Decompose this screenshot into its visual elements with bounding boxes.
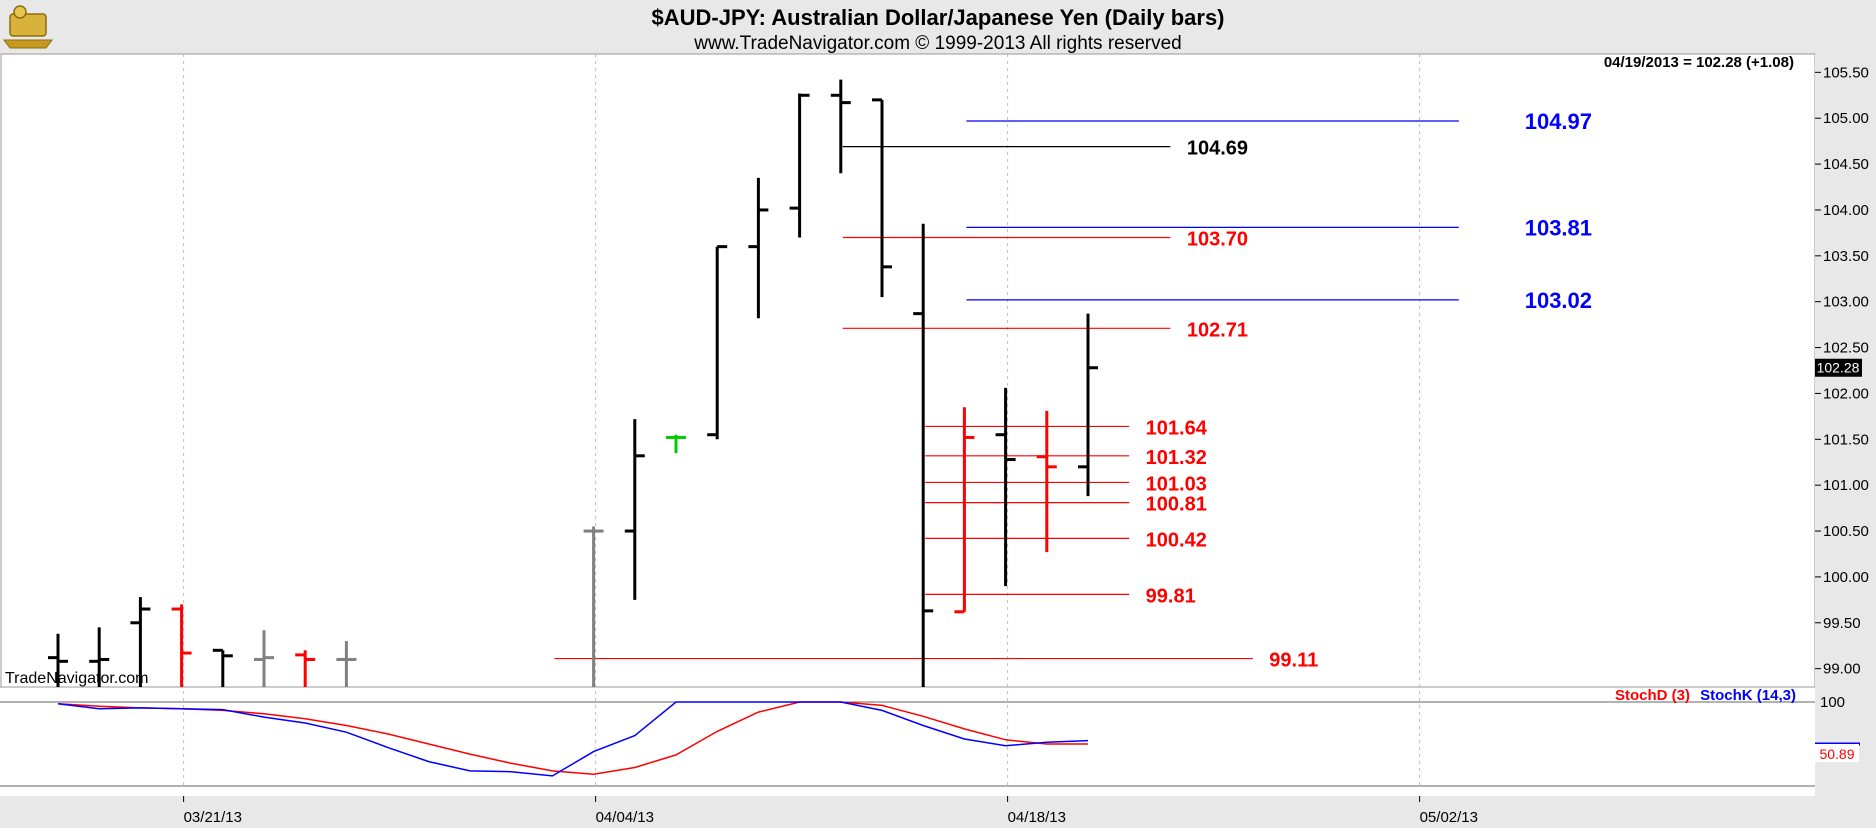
ohlc-bar <box>48 633 68 687</box>
ohlc-bar <box>789 93 810 238</box>
price-tick-label: 104.00 <box>1823 202 1869 219</box>
date-tick-label: 04/18/13 <box>1008 809 1066 826</box>
price-tick-label: 105.00 <box>1823 110 1869 127</box>
level-label: 102.71 <box>1187 319 1248 341</box>
ohlc-bar <box>954 407 975 614</box>
last-price-marker <box>1815 358 1862 377</box>
level-label: 100.81 <box>1146 494 1207 516</box>
price-tick-label: 101.00 <box>1823 477 1869 494</box>
last-quote-text: 04/19/2013 = 102.28 (+1.08) <box>1604 54 1794 71</box>
chart-subtitle: www.TradeNavigator.com © 1999-2013 All r… <box>693 33 1181 54</box>
ohlc-bar <box>1078 313 1098 497</box>
level-label: 103.02 <box>1525 288 1592 313</box>
level-label: 101.03 <box>1146 473 1207 495</box>
ohlc-bar <box>830 79 851 174</box>
grid-lines <box>183 54 1421 786</box>
stoch-last-label: 50.89 <box>1819 746 1854 762</box>
price-tick-label: 101.50 <box>1823 431 1869 448</box>
price-tick-label: 102.50 <box>1823 340 1869 357</box>
ohlc-bar <box>624 419 645 600</box>
ohlc-bar <box>913 223 934 687</box>
ohlc-bar <box>707 245 728 440</box>
date-tick-label: 05/02/13 <box>1420 809 1478 826</box>
price-tick-label: 99.50 <box>1823 615 1861 632</box>
ohlc-bar <box>1036 410 1057 553</box>
date-axis: 03/21/13 04/04/13 04/18/13 05/02/13 <box>183 796 1478 826</box>
ohlc-bar <box>254 630 274 687</box>
price-axis-panel <box>1815 54 1876 828</box>
price-tick-label: 100.50 <box>1823 523 1869 540</box>
price-tick-label: 103.00 <box>1823 294 1869 311</box>
ohlc-bars <box>48 79 1098 687</box>
ohlc-bar <box>872 98 892 298</box>
stochastic-panel <box>57 701 1860 777</box>
level-label: 104.97 <box>1525 109 1592 134</box>
date-tick-label: 03/21/13 <box>184 809 242 826</box>
level-lines: 104.97 103.81 103.02 104.69 103.70 102.71 101.… <box>554 109 1592 672</box>
date-axis-panel <box>0 796 1815 828</box>
price-tick-label: 105.50 <box>1823 64 1869 81</box>
tradenavigator-logo <box>3 5 53 49</box>
price-tick-label: 104.50 <box>1823 156 1869 173</box>
price-tick-label: 102.00 <box>1823 385 1869 402</box>
ohlc-bar <box>666 434 686 454</box>
level-label: 104.69 <box>1187 138 1248 160</box>
stoch-k-line <box>57 701 1089 777</box>
price-tick-label: 103.50 <box>1823 248 1869 265</box>
ohlc-bar <box>583 526 604 687</box>
ohlc-bar <box>748 177 769 319</box>
header-background <box>0 0 1876 54</box>
ohlc-bar <box>89 627 110 687</box>
price-panel <box>0 53 1816 688</box>
date-tick-label: 04/04/13 <box>596 809 654 826</box>
level-label: 103.81 <box>1525 215 1592 240</box>
level-label: 101.32 <box>1146 447 1207 469</box>
price-axis: 99.00 99.50 100.00 100.50 101.00 101.50 102.00… <box>1815 64 1869 678</box>
level-label: 99.11 <box>1269 650 1318 672</box>
ohlc-bar <box>995 387 1016 587</box>
level-label: 100.42 <box>1146 529 1207 551</box>
last-price-label: 102.28 <box>1817 360 1860 376</box>
ohlc-bar <box>130 597 151 687</box>
ohlc-bar <box>336 641 357 687</box>
stoch-axis-label: 100 <box>1820 694 1845 711</box>
price-tick-label: 100.00 <box>1823 569 1869 586</box>
watermark-text: TradeNavigator.com <box>5 670 148 687</box>
chart-title: $AUD-JPY: Australian Dollar/Japanese Yen… <box>651 5 1224 30</box>
stoch-last-marker <box>1815 744 1859 762</box>
ohlc-bar <box>295 650 316 687</box>
level-label: 101.64 <box>1146 417 1208 439</box>
stoch-k-legend: StochK (14,3) <box>1700 687 1796 704</box>
stoch-d-legend: StochD (3) <box>1615 687 1690 704</box>
ohlc-bar <box>171 604 192 687</box>
level-label: 103.70 <box>1187 228 1248 250</box>
price-tick-label: 99.00 <box>1823 661 1861 678</box>
ohlc-bar <box>212 648 233 687</box>
level-label: 99.81 <box>1146 585 1196 607</box>
